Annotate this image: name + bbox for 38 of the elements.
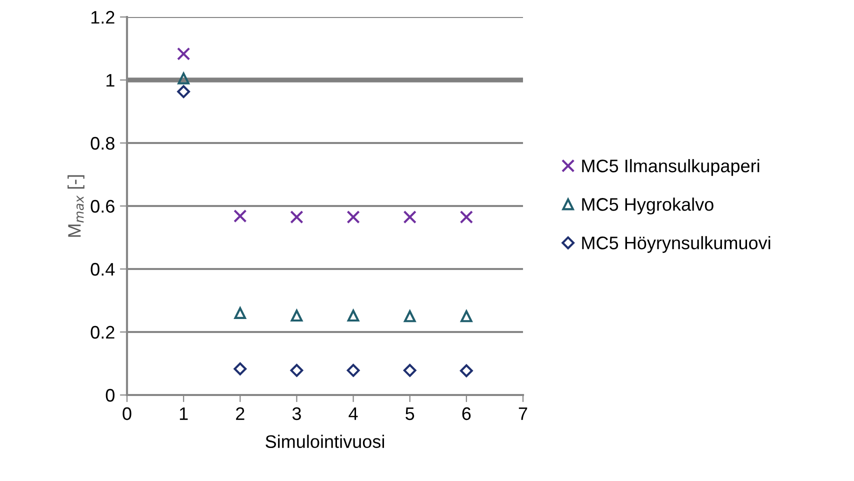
point	[346, 210, 360, 224]
point	[234, 362, 247, 376]
point	[234, 209, 247, 223]
x-tick-label: 7	[518, 407, 528, 420]
x-tick-label: 1	[180, 407, 188, 420]
point	[290, 364, 304, 377]
y-tick-label: 0	[106, 388, 114, 402]
point	[178, 72, 190, 84]
x-tick-label: 6	[462, 407, 471, 420]
point	[460, 364, 473, 378]
y-tick-label: 0.4	[90, 262, 115, 276]
legend-label: MC5 Höyrynsulkumuovi	[582, 236, 770, 253]
y-tick-label: 0.8	[90, 136, 114, 150]
y-tick-label: 0.2	[90, 326, 114, 339]
point	[403, 364, 416, 377]
point	[346, 364, 360, 377]
point	[460, 310, 472, 322]
point	[347, 310, 360, 322]
legend-label: MC5 Hygrokalvo	[582, 198, 714, 214]
x-tick-label: 0	[122, 407, 132, 420]
y-axis-title: M$_{max}$ [-]	[68, 175, 84, 237]
x-axis-title: Simulointivuosi	[266, 434, 384, 448]
point	[290, 210, 304, 224]
x-tick-label: 3	[292, 407, 301, 420]
legend-label: MC5 Ilmansulkupaperi	[582, 159, 760, 176]
point	[234, 307, 246, 320]
point	[403, 210, 416, 224]
y-tick-label: 0.6	[90, 200, 114, 213]
point	[460, 210, 474, 224]
point	[177, 85, 190, 98]
x-tick-label: 4	[348, 407, 358, 420]
point	[176, 47, 190, 60]
x-tick-label: 5	[406, 407, 414, 420]
y-tick-label: 1.2	[91, 10, 114, 24]
point	[290, 310, 303, 322]
y-tick-label: 1	[106, 74, 114, 87]
point	[404, 310, 416, 322]
x-tick-label: 2	[236, 407, 244, 420]
